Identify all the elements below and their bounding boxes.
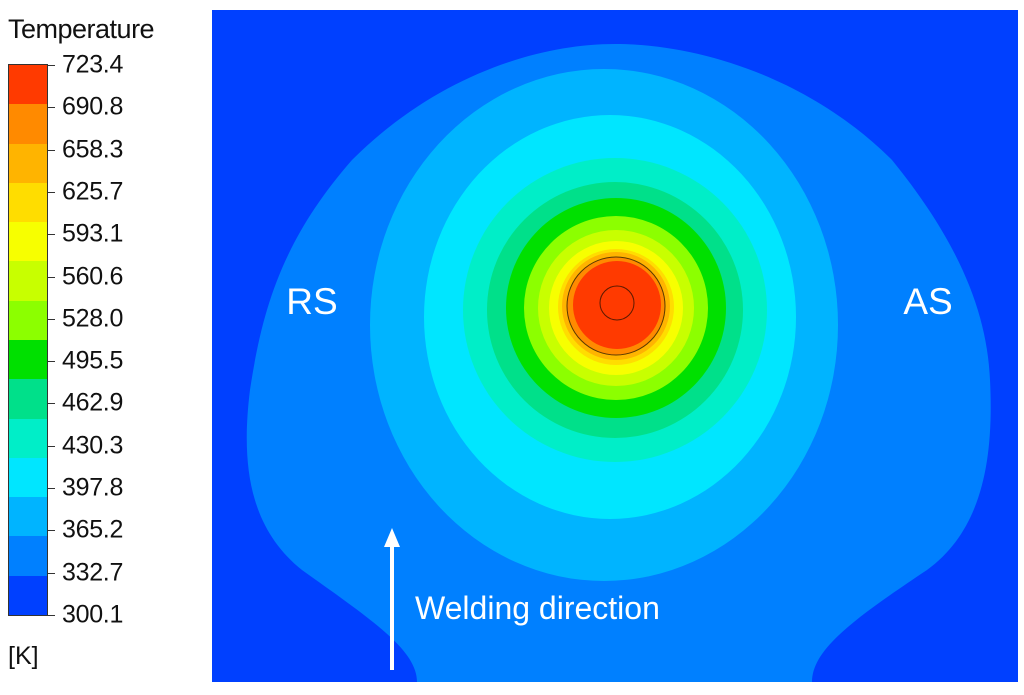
colorbar-tick-label: 560.6 xyxy=(62,262,124,291)
welding-direction-label: Welding direction xyxy=(415,590,660,626)
colorbar-tick-mark xyxy=(48,615,55,616)
contour-723 xyxy=(573,261,661,349)
colorbar-swatch xyxy=(9,418,47,459)
colorbar-swatch xyxy=(9,182,47,223)
colorbar-tick-mark xyxy=(48,276,55,278)
colorbar-swatch xyxy=(9,497,47,537)
colorbar-tick-mark xyxy=(48,403,55,405)
colorbar-tick-mark xyxy=(48,488,55,490)
colorbar-tick-label: 430.3 xyxy=(62,431,124,460)
colorbar-swatch xyxy=(9,379,47,420)
colorbar-tick-label: 462.9 xyxy=(62,388,124,417)
colorbar-tick-mark xyxy=(48,572,55,574)
colorbar-tick-label: 300.1 xyxy=(62,600,124,629)
welding-arrow-head xyxy=(384,528,400,547)
colorbar-tick-label: 593.1 xyxy=(62,219,124,248)
colorbar-tick-label: 365.2 xyxy=(62,515,124,544)
temperature-field: RS AS Welding direction xyxy=(212,10,1018,682)
colorbar-tick-label: 397.8 xyxy=(62,473,124,502)
colorbar-swatch xyxy=(9,536,47,577)
colorbar-swatch xyxy=(9,65,47,105)
colorbar-swatch xyxy=(9,575,47,616)
legend-title: Temperature xyxy=(8,14,155,44)
colorbar-tick-label: 625.7 xyxy=(62,177,124,206)
colorbar-swatch xyxy=(9,222,47,262)
colorbar xyxy=(8,64,48,616)
colorbar-tick-mark xyxy=(48,191,55,193)
colorbar-swatch xyxy=(9,104,47,145)
colorbar-swatch xyxy=(9,457,47,498)
colorbar-tick-label: 528.0 xyxy=(62,304,124,333)
colorbar-swatch xyxy=(9,143,47,184)
label-rs: RS xyxy=(286,281,337,322)
colorbar-tick-mark xyxy=(48,445,55,447)
colorbar-tick-label: 332.7 xyxy=(62,558,124,587)
colorbar-tick-label: 723.4 xyxy=(62,50,124,79)
colorbar-swatch xyxy=(9,261,47,302)
tool-pin-outline xyxy=(599,285,635,321)
colorbar-tick-label: 658.3 xyxy=(62,135,124,164)
label-as: AS xyxy=(903,281,952,322)
colorbar-tick-mark xyxy=(48,149,55,151)
colorbar-tick-mark xyxy=(48,530,55,532)
colorbar-swatch xyxy=(9,300,47,341)
colorbar-tick-mark xyxy=(48,318,55,320)
colorbar-tick-label: 690.8 xyxy=(62,92,124,121)
colorbar-tick-mark xyxy=(48,234,55,236)
legend-unit: [K] xyxy=(8,642,39,670)
colorbar-tick-mark xyxy=(48,107,55,109)
colorbar-tick-label: 495.5 xyxy=(62,346,124,375)
colorbar-tick-mark xyxy=(48,65,55,66)
colorbar-tick-mark xyxy=(48,361,55,363)
colorbar-swatch xyxy=(9,340,47,380)
